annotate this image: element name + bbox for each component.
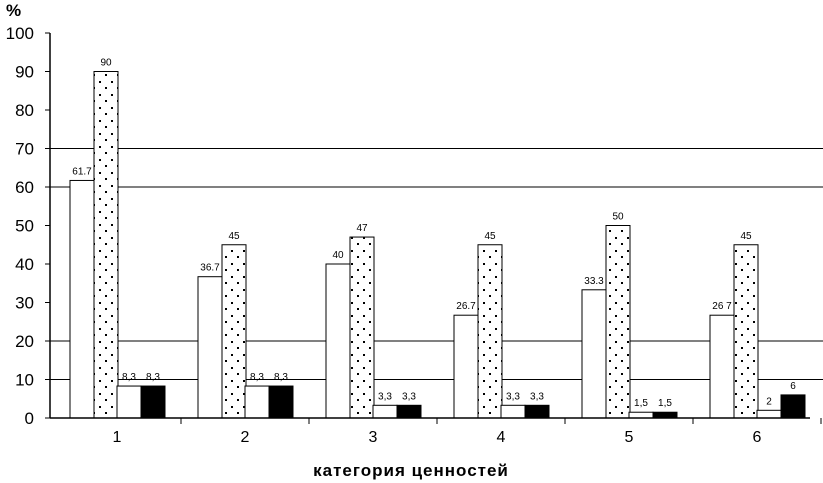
data-label: 90 xyxy=(100,58,112,69)
bar xyxy=(140,385,166,419)
x-tick-label: 6 xyxy=(753,429,762,446)
bar xyxy=(349,236,375,419)
bar xyxy=(396,404,422,419)
y-tick-label: 100 xyxy=(6,24,34,43)
bar xyxy=(605,225,631,419)
bar xyxy=(477,244,503,419)
y-tick-label: 20 xyxy=(15,332,34,351)
data-label: 26 7 xyxy=(712,301,732,312)
bar xyxy=(69,179,95,419)
data-label: 45 xyxy=(228,231,240,242)
data-label: 3,3 xyxy=(378,391,392,402)
x-tick-label: 4 xyxy=(497,429,506,446)
bar xyxy=(372,404,398,419)
bar xyxy=(733,244,759,419)
data-label: 8,3 xyxy=(122,372,136,383)
bar xyxy=(524,404,550,419)
data-label: 45 xyxy=(740,231,752,242)
data-label: 33.3 xyxy=(584,276,604,287)
bar xyxy=(325,263,351,419)
y-tick-label: 40 xyxy=(15,255,34,274)
data-label: 40 xyxy=(332,250,344,261)
bar xyxy=(500,404,526,419)
data-label: 8,3 xyxy=(146,372,160,383)
data-label: 47 xyxy=(356,223,368,234)
x-tick-label: 2 xyxy=(241,429,250,446)
data-label: 61.7 xyxy=(72,166,92,177)
y-tick-label: 30 xyxy=(15,294,34,313)
y-tick-label: 60 xyxy=(15,178,34,197)
bar xyxy=(709,314,735,419)
data-label: 3,3 xyxy=(506,391,520,402)
y-tick-label: 50 xyxy=(15,217,34,236)
data-label: 50 xyxy=(612,212,624,223)
data-label: 8,3 xyxy=(274,372,288,383)
bar xyxy=(268,385,294,419)
x-axis-label: категория ценностей xyxy=(313,461,509,480)
bar xyxy=(628,411,654,419)
bar xyxy=(197,276,223,419)
data-label: 8,3 xyxy=(250,372,264,383)
bar xyxy=(581,289,607,419)
bar xyxy=(756,409,782,419)
data-label: 3,3 xyxy=(530,391,544,402)
data-label: 2 xyxy=(766,396,772,407)
bar xyxy=(93,71,119,419)
bar xyxy=(116,385,142,419)
bar xyxy=(652,411,678,419)
data-label: 1,5 xyxy=(658,398,672,409)
data-label: 1,5 xyxy=(634,398,648,409)
data-label: 45 xyxy=(484,231,496,242)
bar xyxy=(780,394,806,419)
y-tick-label: 90 xyxy=(15,63,34,82)
y-tick-label: 80 xyxy=(15,101,34,120)
data-label: 6 xyxy=(790,381,796,392)
data-label: 3,3 xyxy=(402,391,416,402)
bar xyxy=(221,244,247,419)
y-axis-label: % xyxy=(6,1,21,20)
x-tick-label: 5 xyxy=(625,429,634,446)
bar xyxy=(453,314,479,419)
y-tick-label: 10 xyxy=(15,371,34,390)
x-tick-label: 3 xyxy=(369,429,378,446)
y-tick-label: 70 xyxy=(15,140,34,159)
x-tick-label: 1 xyxy=(113,429,122,446)
data-label: 36.7 xyxy=(200,263,220,274)
y-tick-label: 0 xyxy=(25,409,34,428)
data-label: 26.7 xyxy=(456,301,476,312)
bar xyxy=(244,385,270,419)
